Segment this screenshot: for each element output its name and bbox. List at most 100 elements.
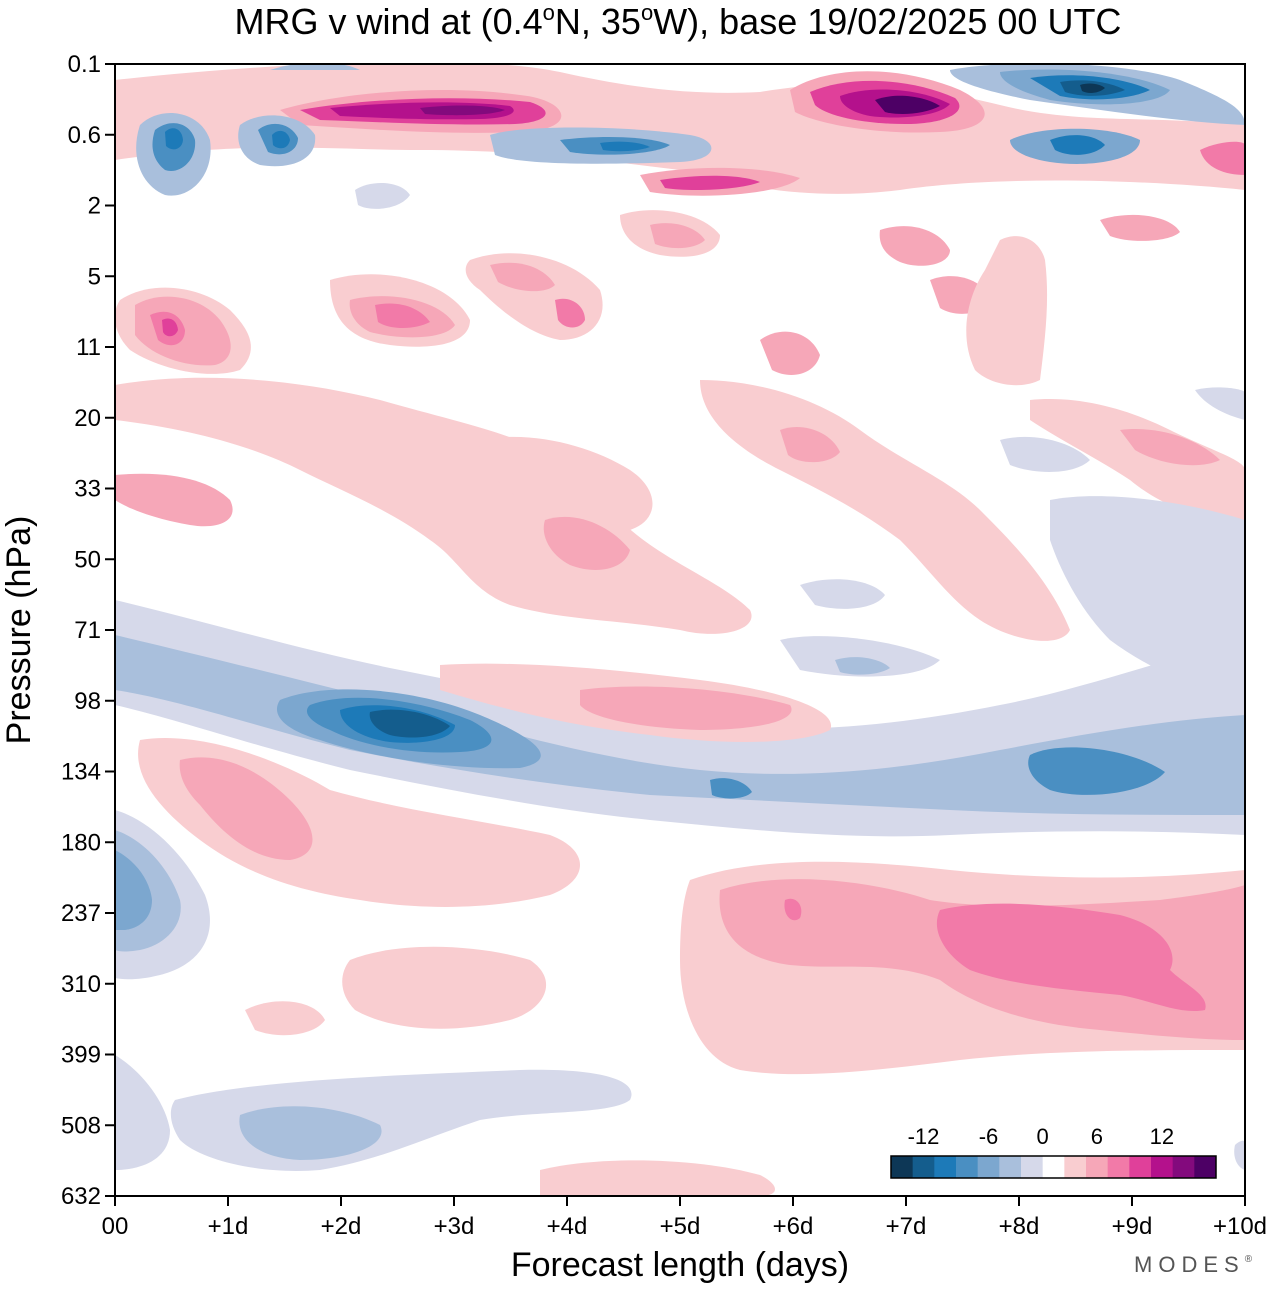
x-tick-label: +6d bbox=[773, 1213, 814, 1240]
contour-neg-38 bbox=[239, 1106, 382, 1160]
contour-pos-5 bbox=[420, 105, 505, 116]
y-tick-label: 508 bbox=[61, 1112, 101, 1139]
colorbar-swatch bbox=[999, 1156, 1022, 1178]
colorbar: -12 -6 0 6 12 bbox=[890, 1124, 1217, 1179]
contour-pos-9 bbox=[875, 95, 940, 114]
contour-pos-15 bbox=[162, 318, 178, 337]
contour-neg-16 bbox=[1050, 135, 1105, 155]
contour-neg-27 bbox=[1050, 496, 1245, 700]
contour-neg-9 bbox=[600, 141, 650, 152]
contour-pos-46 bbox=[342, 946, 547, 1029]
x-tick-label: +10d bbox=[1213, 1213, 1267, 1240]
contour-pos-31 bbox=[543, 516, 630, 570]
contour-neg-6 bbox=[272, 130, 290, 149]
colorbar-swatch bbox=[1172, 1156, 1195, 1178]
colorbar-swatch bbox=[1107, 1156, 1130, 1178]
x-tick-label: +7d bbox=[886, 1213, 927, 1240]
colorbar-swatch bbox=[1064, 1156, 1087, 1178]
contour-neg-20 bbox=[115, 635, 1245, 815]
contour-pos-37 bbox=[966, 236, 1048, 386]
colorbar-swatch bbox=[912, 1156, 935, 1178]
colorbar-label: -6 bbox=[979, 1124, 999, 1149]
colorbar-swatch bbox=[1086, 1156, 1109, 1178]
y-tick-label: 33 bbox=[74, 476, 101, 503]
contour-neg-18 bbox=[355, 183, 410, 209]
colorbar-swatch bbox=[956, 1156, 979, 1178]
colorbar-label: 6 bbox=[1091, 1124, 1103, 1149]
y-tick-label: 134 bbox=[61, 759, 101, 786]
contour-neg-31 bbox=[1195, 387, 1245, 420]
y-tick-label: 71 bbox=[74, 617, 101, 644]
modes-watermark: MODES® bbox=[1134, 1252, 1253, 1277]
contour-neg-39 bbox=[1234, 1140, 1245, 1170]
y-tick-label: 5 bbox=[88, 263, 101, 290]
colorbar-swatch bbox=[977, 1156, 1000, 1178]
contour-neg-14 bbox=[1080, 83, 1105, 93]
contour-pos-20 bbox=[490, 262, 555, 292]
contour-pos-18 bbox=[375, 303, 430, 328]
y-tick-label: 0.1 bbox=[68, 51, 101, 78]
contour-neg-28 bbox=[800, 579, 885, 609]
contour-pos-48 bbox=[540, 1160, 775, 1196]
contour-pos-21 bbox=[555, 298, 585, 328]
contour-pos-11 bbox=[660, 175, 760, 190]
contour-pos-41 bbox=[580, 686, 792, 730]
y-tick-label: 310 bbox=[61, 971, 101, 998]
contour-neg-32 bbox=[1000, 436, 1090, 472]
contour-pos-34 bbox=[780, 426, 840, 463]
colorbar-swatch bbox=[1021, 1156, 1044, 1178]
contour-pos-35 bbox=[1030, 399, 1245, 530]
contour-pos-27 bbox=[1100, 214, 1180, 241]
x-tick-label: +4d bbox=[547, 1213, 588, 1240]
x-tick-label: +9d bbox=[1112, 1213, 1153, 1240]
colorbar-label: 0 bbox=[1037, 1124, 1049, 1149]
contour-pos-39 bbox=[179, 757, 313, 860]
contour-pos-45 bbox=[784, 898, 802, 921]
contour-neg-26 bbox=[710, 778, 752, 799]
contour-pos-23 bbox=[650, 223, 705, 249]
y-tick-label: 50 bbox=[74, 546, 101, 573]
colorbar-swatch bbox=[1194, 1156, 1217, 1178]
x-axis: 00 +1d +2d +3d +4d +5d +6d +7d +8d +9d +10d bbox=[102, 1196, 1267, 1240]
colorbar-label: 12 bbox=[1150, 1124, 1174, 1149]
contour-pos-26 bbox=[760, 331, 820, 375]
y-tick-label: 632 bbox=[61, 1183, 101, 1210]
colorbar-label: -12 bbox=[908, 1124, 940, 1149]
chart-title: MRG v wind at (0.4oN, 35oW), base 19/02/… bbox=[235, 0, 1122, 42]
y-tick-label: 20 bbox=[74, 405, 101, 432]
y-axis: 0.1 0.6 2 5 11 20 33 50 71 98 134 180 237 310 399 508 63… bbox=[61, 51, 115, 1210]
x-axis-label: Forecast length (days) bbox=[511, 1246, 849, 1284]
contour-pos-28 bbox=[1200, 141, 1245, 175]
colorbar-swatch bbox=[1151, 1156, 1174, 1178]
y-axis-label: Pressure (hPa) bbox=[0, 516, 38, 745]
x-tick-label: 00 bbox=[102, 1213, 129, 1240]
colorbar-swatch bbox=[1129, 1156, 1152, 1178]
contour-field bbox=[115, 64, 1245, 1196]
contour-neg-36 bbox=[115, 1055, 170, 1170]
contour-neg-17 bbox=[270, 64, 360, 70]
contour-neg-3 bbox=[165, 128, 183, 150]
x-tick-label: +5d bbox=[660, 1213, 701, 1240]
y-tick-label: 237 bbox=[61, 900, 101, 927]
y-tick-label: 98 bbox=[74, 688, 101, 715]
y-tick-label: 0.6 bbox=[68, 122, 101, 149]
contour-pos-30 bbox=[479, 436, 653, 534]
x-tick-label: +1d bbox=[208, 1213, 249, 1240]
y-tick-label: 180 bbox=[61, 829, 101, 856]
contour-neg-25 bbox=[1028, 747, 1165, 795]
contour-pos-47 bbox=[245, 1001, 325, 1036]
colorbar-frame bbox=[890, 1155, 1217, 1179]
contour-pos-32 bbox=[115, 473, 233, 527]
contour-pos-24 bbox=[879, 226, 950, 266]
y-tick-label: 2 bbox=[88, 193, 101, 220]
x-tick-label: +3d bbox=[434, 1213, 475, 1240]
y-tick-label: 11 bbox=[76, 334, 101, 361]
x-tick-label: +2d bbox=[321, 1213, 362, 1240]
contour-pos-44 bbox=[936, 903, 1206, 1012]
contour-pos-36 bbox=[1120, 429, 1220, 466]
contour-neg-30 bbox=[835, 657, 890, 675]
contour-neg-29 bbox=[780, 636, 940, 677]
y-tick-label: 399 bbox=[61, 1042, 101, 1069]
